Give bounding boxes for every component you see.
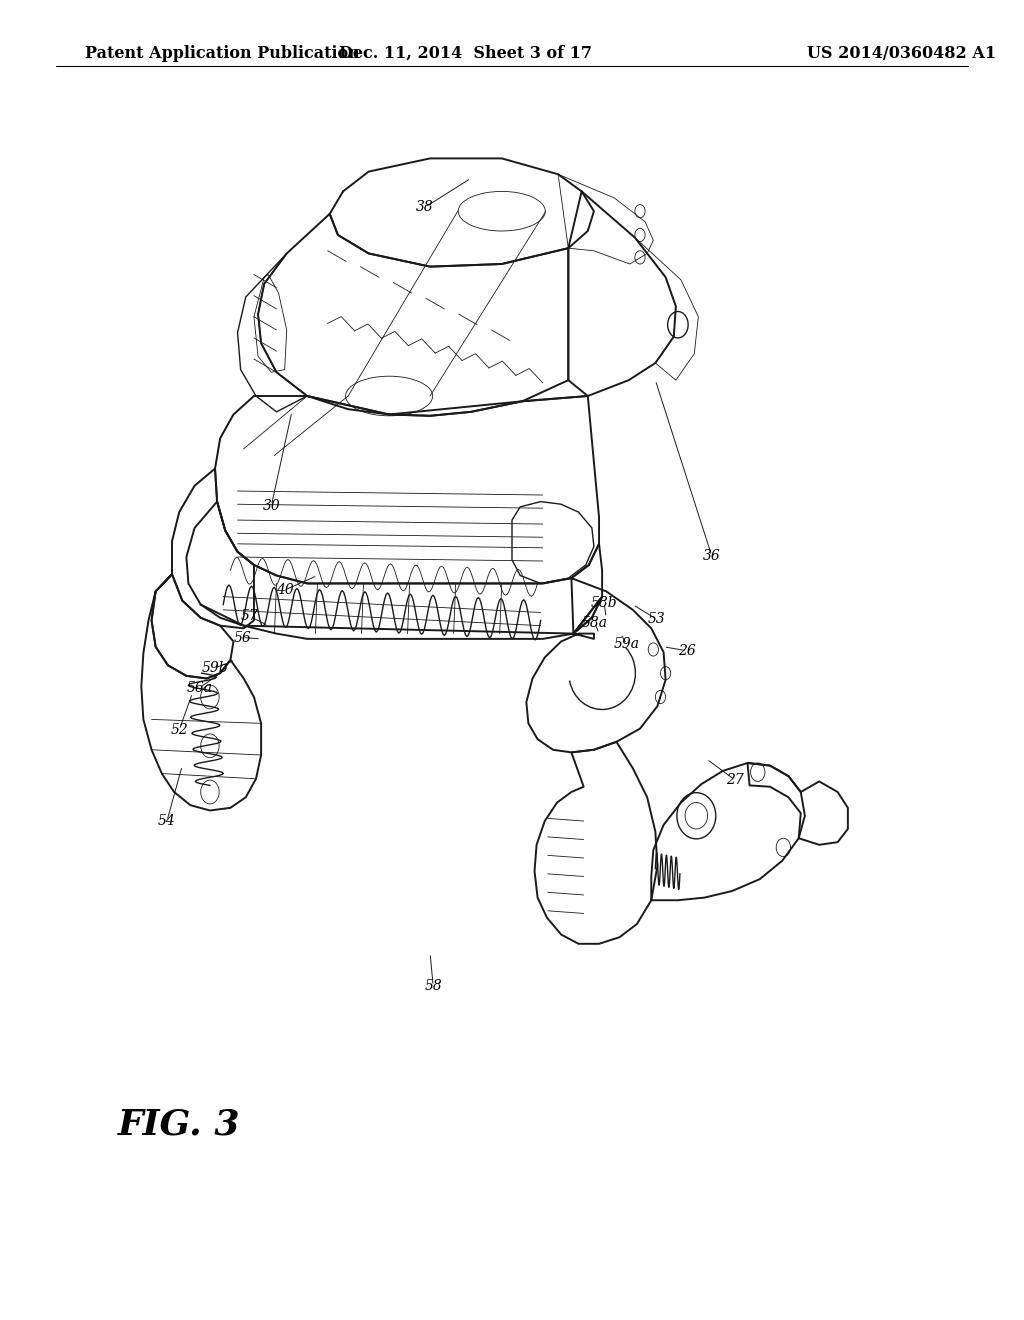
Text: 56: 56 (233, 631, 252, 644)
Text: 52: 52 (170, 723, 188, 737)
Text: 26: 26 (678, 644, 696, 657)
Text: 59a: 59a (613, 638, 640, 651)
Text: FIG. 3: FIG. 3 (118, 1107, 241, 1142)
Text: 38: 38 (416, 201, 434, 214)
Text: 56a: 56a (186, 681, 213, 694)
Text: 54: 54 (158, 814, 176, 828)
Text: Dec. 11, 2014  Sheet 3 of 17: Dec. 11, 2014 Sheet 3 of 17 (339, 45, 593, 62)
Text: 53: 53 (647, 612, 666, 626)
Text: 58a: 58a (582, 616, 608, 630)
Text: 27: 27 (726, 774, 744, 787)
Text: 30: 30 (262, 499, 281, 512)
Text: 40: 40 (275, 583, 294, 597)
Text: 59b: 59b (202, 661, 228, 675)
Text: 36: 36 (702, 549, 721, 562)
Text: Patent Application Publication: Patent Application Publication (85, 45, 359, 62)
Text: 58: 58 (424, 979, 442, 993)
Text: 57: 57 (241, 610, 259, 623)
Text: US 2014/0360482 A1: US 2014/0360482 A1 (807, 45, 995, 62)
Text: 58b: 58b (591, 597, 617, 610)
